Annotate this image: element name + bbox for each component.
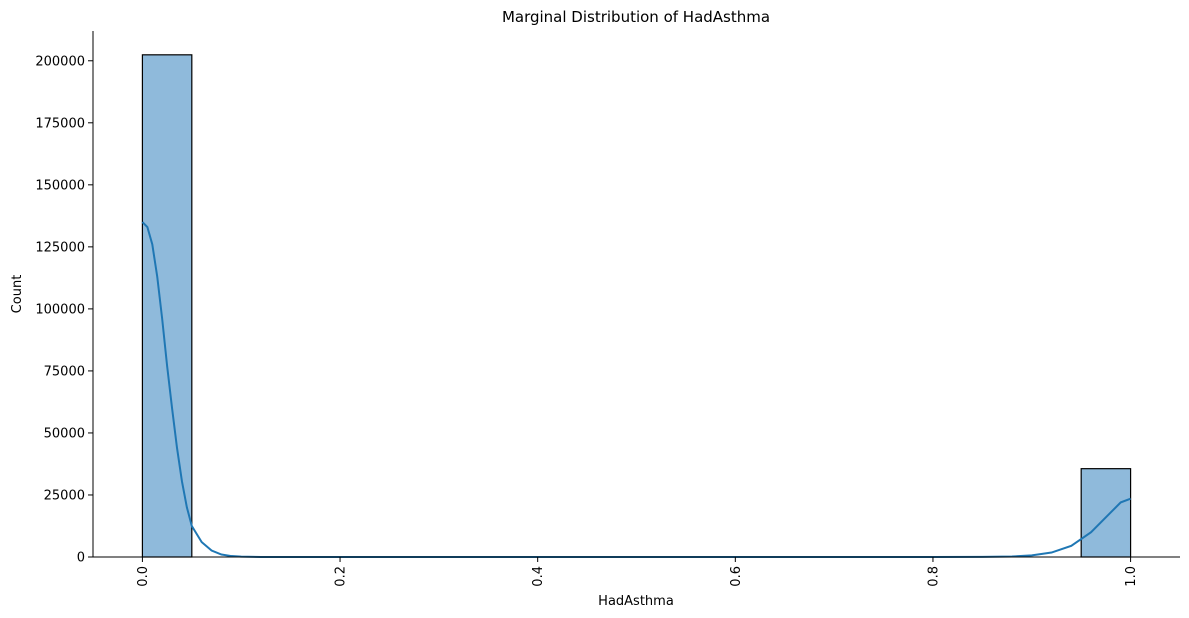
y-tick-label: 200000 [35,54,85,69]
ticks-layer: 0 25000 50000 75000 100000 125000 150000 175000… [35,54,1139,586]
histogram-bar-0 [141,54,193,558]
y-tick-label: 175000 [35,116,85,131]
x-tick-label: 1.0 [1124,566,1139,587]
bars-layer [141,54,1132,558]
y-axis-label: Count [10,275,25,314]
x-axis-label: HadAsthma [598,594,674,609]
y-tick-label: 125000 [35,240,85,255]
x-tick-label: 0.2 [334,566,349,587]
y-tick-label: 50000 [44,426,85,441]
y-tick-label: 75000 [44,364,85,379]
x-tick-label: 0.8 [926,566,941,587]
x-tick-label: 0.6 [729,566,744,587]
x-tick-label: 0.0 [136,566,151,587]
y-tick-label: 0 [77,551,85,566]
y-tick-label: 150000 [35,178,85,193]
chart-title: Marginal Distribution of HadAsthma [502,8,770,26]
y-tick-label: 25000 [44,488,85,503]
kde-line [141,221,1131,558]
axes-layer [92,31,1180,558]
kde-layer [141,221,1131,558]
x-tick-label: 0.4 [531,566,546,587]
y-tick-label: 100000 [35,302,85,317]
histogram-bar-1 [1080,468,1132,558]
